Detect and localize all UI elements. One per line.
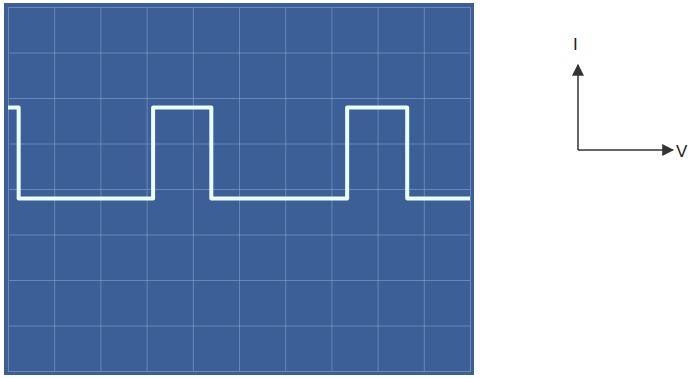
svg-text:I: I <box>573 35 578 54</box>
svg-text:V: V <box>676 142 688 161</box>
